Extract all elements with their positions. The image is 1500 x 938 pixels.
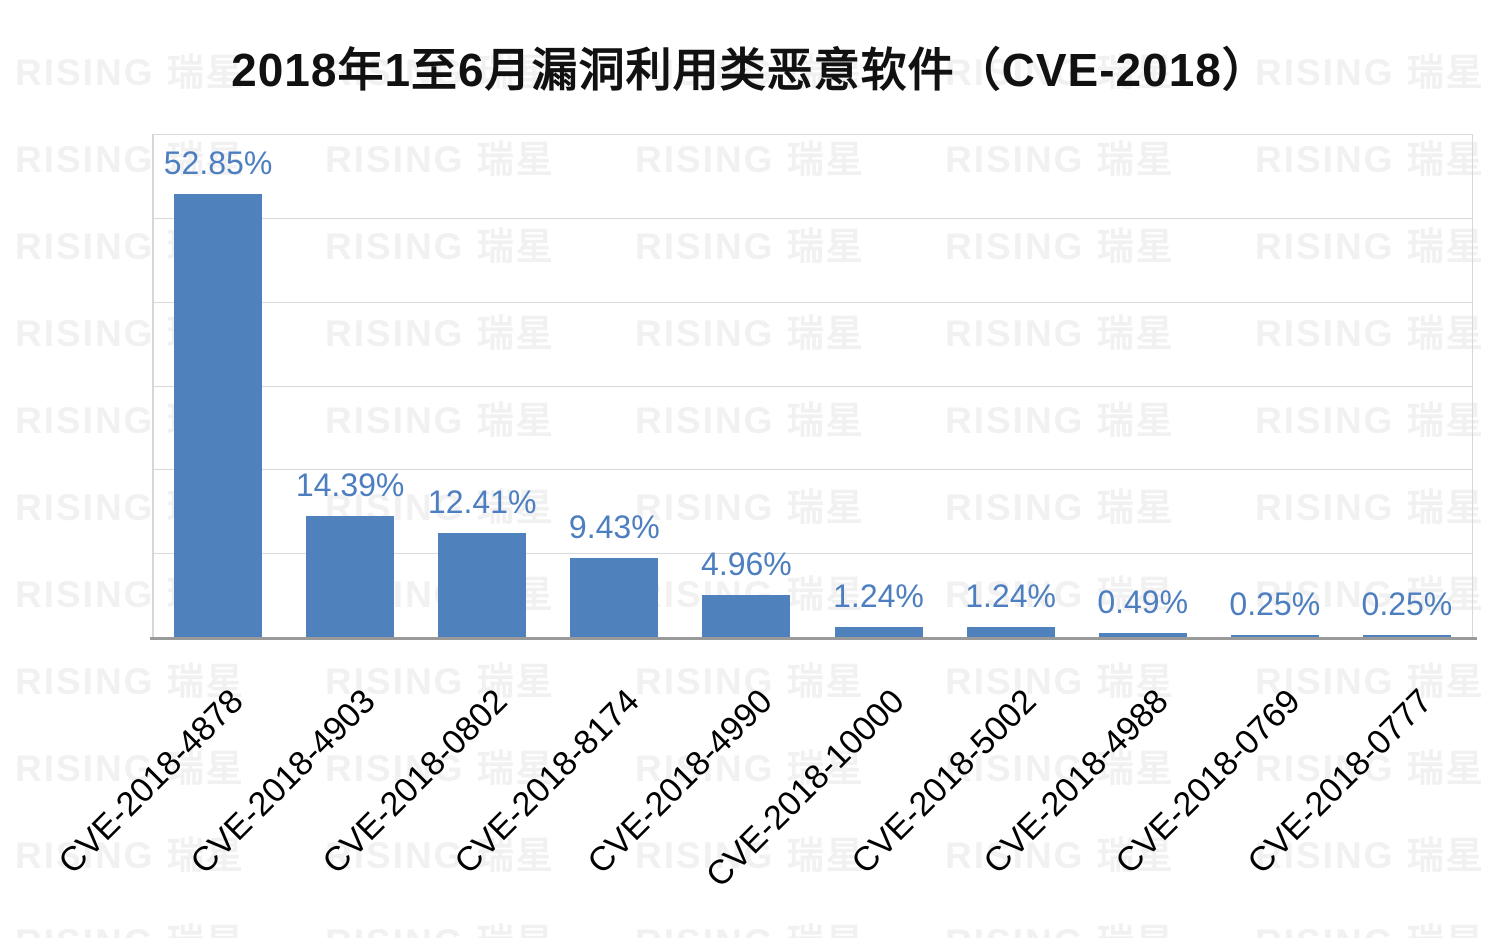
watermark-text: RISING 瑞星 [945, 661, 1175, 702]
watermark-text: RISING 瑞星 [325, 912, 555, 938]
gridline [152, 469, 1473, 471]
gridline [152, 134, 1473, 135]
watermark-text: RISING 瑞星 [325, 226, 555, 267]
watermark-text: RISING 瑞星 [1255, 52, 1485, 93]
watermark-text: RISING 瑞星 [635, 835, 865, 876]
bar [834, 626, 923, 637]
watermark-text: RISING 瑞星 [945, 912, 1175, 938]
watermark-text: RISING 瑞星 [325, 400, 555, 441]
watermark-text: RISING 瑞星 [635, 52, 865, 93]
bar-value-label: 0.49% [1097, 583, 1189, 620]
bar [570, 557, 659, 637]
watermark-text: RISING 瑞星 [1255, 748, 1485, 789]
watermark-text: RISING 瑞星 [1255, 912, 1485, 938]
watermark-text: RISING 瑞星 [325, 139, 555, 180]
plot-border-right [1472, 134, 1473, 637]
gridline [152, 385, 1473, 387]
bar [966, 626, 1055, 637]
bar-value-label: 12.41% [427, 484, 537, 520]
watermark-text: RISING 瑞星 [15, 912, 245, 938]
watermark-text: RISING 瑞星 [945, 139, 1175, 180]
plot-border-left [152, 134, 154, 637]
bar-value-label: 14.39% [295, 467, 405, 504]
watermark-text: RISING 瑞星 [635, 912, 865, 938]
watermark-text: RISING 瑞星 [635, 748, 865, 789]
watermark-text: RISING 瑞星 [635, 313, 865, 354]
watermark-text: RISING 瑞星 [15, 52, 245, 93]
watermark-text: RISING 瑞星 [15, 661, 245, 702]
watermark-text: RISING 瑞星 [945, 226, 1175, 267]
watermark-text: RISING 瑞星 [325, 313, 555, 354]
bar [1362, 634, 1451, 637]
x-axis-line [150, 637, 1477, 640]
bar [702, 595, 791, 637]
bar-value-label: 1.24% [965, 577, 1056, 614]
watermark-text: RISING 瑞星 [635, 400, 865, 441]
watermark-text: RISING 瑞星 [1255, 835, 1485, 876]
bar-value-label: 1.24% [833, 577, 924, 614]
watermark-text: RISING 瑞星 [635, 139, 865, 180]
watermark-text: RISING 瑞星 [1255, 661, 1485, 702]
watermark-text: RISING 瑞星 [1255, 487, 1485, 528]
watermark-text: RISING 瑞星 [15, 139, 245, 180]
bar [1098, 632, 1187, 637]
bar [438, 533, 527, 637]
watermark-text: RISING 瑞星 [1255, 400, 1485, 441]
bar-value-label: 0.25% [1361, 585, 1453, 622]
gridline [152, 553, 1473, 555]
watermark-text: RISING 瑞星 [1255, 574, 1485, 615]
bar-value-label: 0.25% [1229, 585, 1321, 622]
watermark-text: RISING 瑞星 [635, 226, 865, 267]
watermark-text: RISING 瑞星 [15, 835, 245, 876]
bar-value-label: 4.96% [701, 546, 792, 583]
watermark-text: RISING 瑞星 [945, 313, 1175, 354]
gridline [152, 217, 1473, 219]
watermark-text: RISING 瑞星 [1255, 226, 1485, 267]
bar [174, 193, 262, 637]
chart-title: 2018年1至6月漏洞利用类恶意软件（CVE-2018） [231, 44, 1269, 96]
watermark-text: RISING 瑞星 [1255, 139, 1485, 180]
watermark-text: RISING 瑞星 [635, 661, 865, 702]
watermark-text: RISING 瑞星 [945, 400, 1175, 441]
watermark-text: RISING 瑞星 [1255, 313, 1485, 354]
bar-value-label: 52.85% [163, 144, 273, 181]
watermark-text: RISING 瑞星 [325, 661, 555, 702]
watermark-text: RISING 瑞星 [325, 748, 555, 789]
gridline [152, 301, 1473, 303]
watermark-text: RISING 瑞星 [945, 52, 1175, 93]
watermark-text: RISING 瑞星 [945, 574, 1175, 615]
watermark-text: RISING 瑞星 [945, 487, 1175, 528]
bar-value-label: 9.43% [568, 508, 660, 545]
watermark-text: RISING 瑞星 [15, 748, 245, 789]
watermark-text: RISING 瑞星 [325, 52, 555, 93]
bar [1230, 634, 1319, 637]
watermark-text: RISING 瑞星 [945, 748, 1175, 789]
watermark-text: RISING 瑞星 [635, 487, 865, 528]
bar [306, 516, 395, 637]
watermark-text: RISING 瑞星 [945, 835, 1175, 876]
watermark-text: RISING 瑞星 [325, 835, 555, 876]
